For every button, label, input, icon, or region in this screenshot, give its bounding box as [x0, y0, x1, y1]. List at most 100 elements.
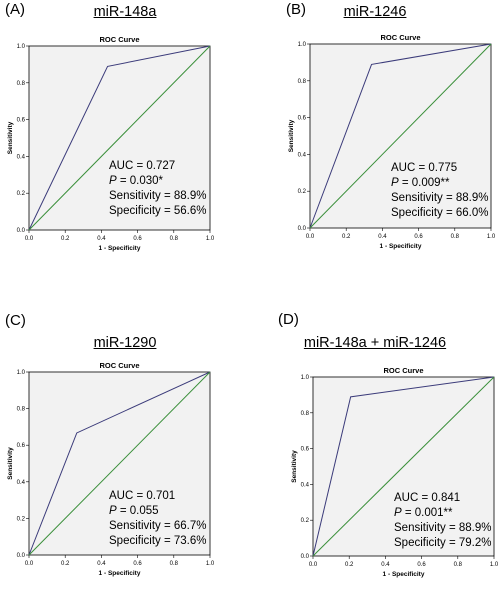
- x-tick-label: 0.0: [309, 562, 318, 568]
- x-tick-label: 0.4: [97, 236, 106, 242]
- y-tick-label: 0.4: [301, 482, 310, 488]
- x-tick-label: 0.2: [345, 562, 354, 568]
- y-tick-label: 0.2: [17, 191, 26, 197]
- y-tick-label: 0.4: [17, 480, 26, 486]
- specificity-text: Specificity = 56.6%: [109, 205, 207, 217]
- y-tick-label: 0.4: [17, 154, 26, 160]
- stats-annotation: AUC = 0.775 P = 0.009** Sensitivity = 88…: [391, 161, 488, 221]
- stats-annotation: AUC = 0.727 P = 0.030* Sensitivity = 88.…: [109, 159, 206, 219]
- stats-annotation: AUC = 0.841 P = 0.001** Sensitivity = 88…: [394, 491, 491, 551]
- y-tick-label: 1.0: [298, 42, 307, 48]
- panel-label: (B): [286, 1, 306, 18]
- y-tick-label: 0.8: [17, 407, 26, 413]
- x-axis-label: 1 - Specificity: [380, 243, 422, 250]
- roc-curve-line: [309, 43, 492, 229]
- y-tick-label: 1.0: [301, 375, 310, 381]
- p-label: P: [109, 505, 117, 517]
- panel-title: miR-148a: [93, 4, 157, 20]
- sensitivity-text: Sensitivity = 88.9%: [391, 192, 489, 204]
- y-tick-label: 0.0: [17, 228, 26, 234]
- roc-chart: ROC Curve 0.0 0.2 0.4 0.6 0.8 1.0 0.0 0.2 0.4 0.6 0…: [7, 35, 215, 252]
- auc-text: AUC = 0.775: [391, 162, 458, 174]
- y-axis-label: Sensitivity: [291, 450, 298, 483]
- y-tick-label: 0.6: [17, 443, 26, 449]
- sensitivity-text: Sensitivity = 88.9%: [109, 190, 207, 202]
- p-value: = 0.001**: [401, 507, 453, 519]
- p-label: P: [394, 507, 402, 519]
- p-label: P: [391, 177, 399, 189]
- p-value-text: P = 0.055: [109, 504, 206, 519]
- x-tick-label: 0.4: [378, 234, 387, 240]
- roc-curve-line: [28, 45, 211, 231]
- y-tick-label: 0.2: [298, 189, 307, 195]
- reference-diagonal-line: [28, 371, 211, 556]
- roc-curve-line: [312, 376, 495, 557]
- reference-diagonal-line: [312, 376, 495, 557]
- y-axis-label: Sensitivity: [7, 447, 14, 480]
- x-tick-label: 0.4: [381, 562, 390, 568]
- roc-panel-b: (B) miR-1246 ROC Curve 0.0 0.2 0.4 0.6 0.8 1.0…: [250, 0, 500, 296]
- p-value: = 0.030*: [116, 175, 164, 187]
- x-tick-label: 0.2: [61, 561, 70, 567]
- roc-curve-line: [28, 371, 211, 556]
- stats-annotation: AUC = 0.701 P = 0.055 Sensitivity = 66.7…: [109, 489, 206, 549]
- x-tick-label: 0.8: [170, 236, 179, 242]
- y-tick-label: 0.6: [17, 118, 26, 124]
- chart-subtitle: ROC Curve: [99, 361, 139, 370]
- reference-diagonal-line: [309, 43, 492, 229]
- roc-panel-a: (A) miR-148a ROC Curve 0.0 0.2 0.4 0.6 0.8 1.0…: [0, 0, 250, 296]
- p-value: = 0.055: [116, 505, 159, 517]
- chart-subtitle: ROC Curve: [383, 366, 423, 375]
- auc-text: AUC = 0.727: [109, 160, 176, 172]
- panel-title: miR-1290: [93, 335, 157, 351]
- y-tick-label: 1.0: [17, 370, 26, 376]
- p-value-text: P = 0.030*: [109, 174, 206, 189]
- x-axis-label: 1 - Specificity: [383, 571, 425, 578]
- roc-chart: ROC Curve 0.0 0.2 0.4 0.6 0.8 1.0 0.0 0.2 0.4 0.6 0…: [291, 366, 499, 578]
- x-tick-label: 1.0: [490, 562, 499, 568]
- panel-label: (D): [278, 311, 299, 328]
- p-value-text: P = 0.009**: [391, 176, 488, 191]
- y-axis-label: Sensitivity: [7, 121, 14, 154]
- y-tick-label: 0.8: [301, 411, 310, 417]
- x-tick-label: 0.8: [170, 561, 179, 567]
- y-tick-label: 0.6: [298, 116, 307, 122]
- roc-panel-d: (D) miR-148a + miR-1246 ROC Curve 0.0 0.2 0…: [250, 296, 500, 592]
- x-tick-label: 1.0: [206, 561, 215, 567]
- x-tick-label: 0.2: [342, 234, 351, 240]
- panel-title: miR-1246: [343, 4, 407, 20]
- x-tick-label: 0.6: [133, 236, 142, 242]
- y-tick-label: 0.6: [301, 447, 310, 453]
- roc-panel-c: (C) miR-1290 ROC Curve 0.0 0.2 0.4 0.6 0.8 1.0…: [0, 296, 250, 592]
- y-tick-label: 0.8: [298, 79, 307, 85]
- reference-diagonal-line: [28, 45, 211, 231]
- x-tick-label: 0.0: [306, 234, 315, 240]
- specificity-text: Specificity = 73.6%: [109, 535, 207, 547]
- p-label: P: [109, 175, 117, 187]
- y-tick-label: 0.2: [301, 518, 310, 524]
- x-axis-label: 1 - Specificity: [99, 570, 141, 577]
- panel-title: miR-148a + miR-1246: [303, 335, 447, 351]
- chart-subtitle: ROC Curve: [99, 35, 139, 44]
- sensitivity-text: Sensitivity = 88.9%: [394, 522, 492, 534]
- auc-text: AUC = 0.841: [394, 492, 461, 504]
- y-tick-label: 0.8: [17, 81, 26, 87]
- x-tick-label: 0.6: [133, 561, 142, 567]
- y-tick-label: 0.0: [17, 553, 26, 559]
- x-tick-label: 1.0: [487, 234, 496, 240]
- y-axis-label: Sensitivity: [288, 119, 295, 152]
- x-tick-label: 0.4: [97, 561, 106, 567]
- specificity-text: Specificity = 66.0%: [391, 207, 489, 219]
- auc-text: AUC = 0.701: [109, 490, 176, 502]
- specificity-text: Specificity = 79.2%: [394, 537, 492, 549]
- y-tick-label: 0.2: [17, 516, 26, 522]
- x-tick-label: 0.8: [451, 234, 460, 240]
- y-tick-label: 0.4: [298, 152, 307, 158]
- p-value-text: P = 0.001**: [394, 506, 491, 521]
- panel-label: (A): [5, 1, 25, 18]
- x-tick-label: 0.0: [25, 561, 34, 567]
- x-tick-label: 1.0: [206, 236, 215, 242]
- y-tick-label: 1.0: [17, 44, 26, 50]
- x-tick-label: 0.8: [454, 562, 463, 568]
- y-tick-label: 0.0: [298, 226, 307, 232]
